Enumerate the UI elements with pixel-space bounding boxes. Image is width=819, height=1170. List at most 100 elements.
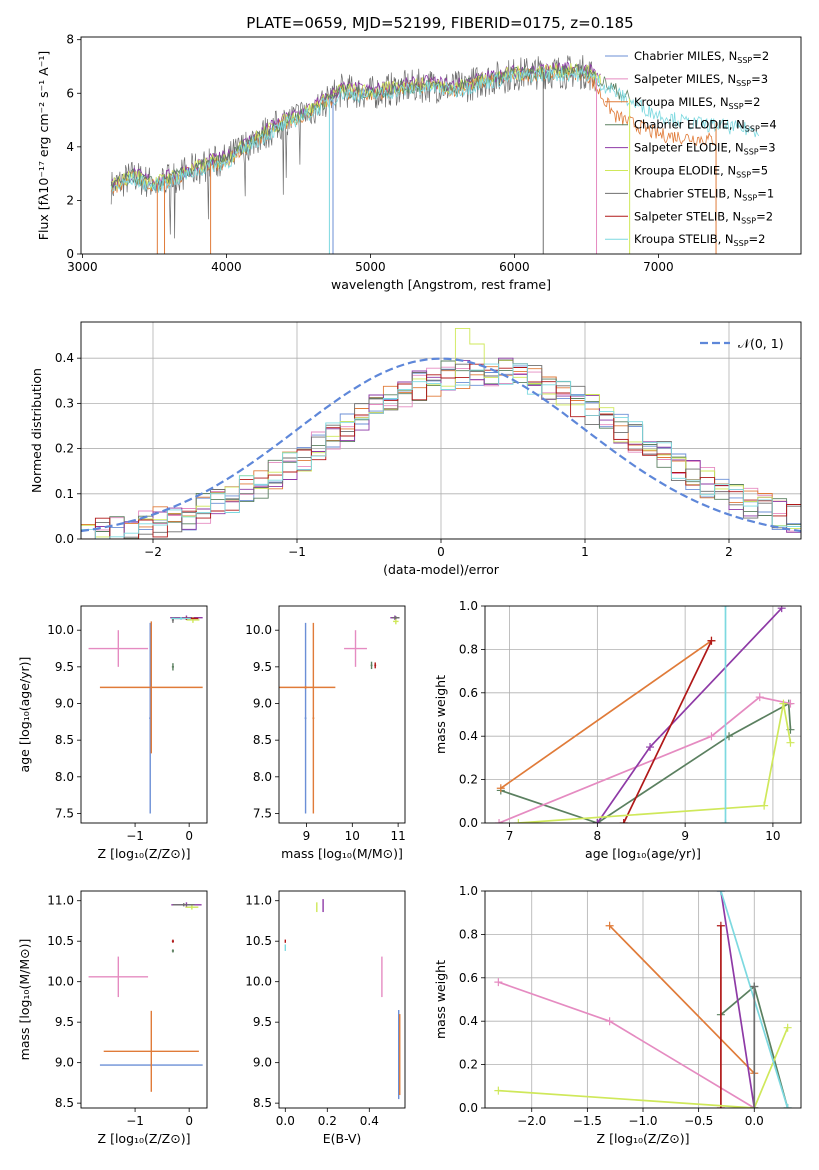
model-spectrum [110,67,760,193]
y-tick-label: 0.8 [459,642,478,656]
weight-marker [494,978,503,987]
weight-marker [779,699,788,708]
y-tick-label: 7.5 [253,806,272,820]
plot-area [284,899,401,1100]
axes-frame [484,605,802,824]
y-tick-label: 4 [66,140,74,154]
axes-mass_vs_Z: −1 0 8.5 9.0 9.5 10.0 10.5 11.0 Z [log₁₀(Z/Z⊙)] m… [17,890,208,1146]
legend-label: Salpeter MILES, NSSP=3 [634,72,768,88]
weight-marker [494,1086,503,1095]
axes-frame [278,890,406,1109]
weight-line [720,891,756,1108]
plot-area [81,322,801,539]
y-tick-label: 11.0 [47,894,74,908]
axes-age_vs_mass: 9 10 11 7.5 8.0 8.5 9.0 9.5 10.0 mass [log₁₀(M/M⊙… [245,605,406,861]
y-tick-label: 11.0 [245,894,272,908]
y-tick-label: 10.0 [47,975,74,989]
plot-area [88,902,203,1092]
x-tick-label: 9 [303,829,311,843]
weight-marker [593,819,602,823]
weight-marker [760,801,769,810]
x-axis-label: (data-model)/error [383,562,500,577]
y-tick-label: 10.0 [47,623,74,637]
weight-marker [721,606,730,610]
weight-marker [707,732,716,741]
y-tick-label: 9.5 [253,660,272,674]
weight-marker [783,1104,792,1108]
x-tick-label: 7 [506,829,514,843]
weight-line [518,703,792,823]
legend-value: =3 [759,141,776,155]
y-tick-label: 0.4 [459,1014,478,1028]
y-tick-label: 0.0 [55,532,74,546]
y-axis-label: mass [log₁₀(M/M⊙)] [17,939,32,1061]
x-axis-label: age [log₁₀(age/yr)] [585,846,701,861]
legend-label: Kroupa MILES, NSSP=2 [634,95,760,111]
y-tick-label: 0.4 [55,351,74,365]
legend-subscript: SSP [734,239,749,248]
legend-subscript: SSP [729,102,744,111]
axes-frame [484,890,802,1109]
legend-value: =2 [752,49,769,63]
legend-subscript: SSP [742,193,757,202]
weight-line [622,640,713,823]
weight-line [500,640,712,789]
y-tick-label: 0.3 [55,396,74,410]
model-spectrum [110,61,601,189]
normal-curve [81,357,801,533]
legend-label: Chabrier MILES, NSSP=2 [634,49,769,65]
legend-value: =4 [760,118,777,132]
y-tick-label: 9.0 [55,697,74,711]
y-tick-label: 0.2 [459,1058,478,1072]
x-tick-label: 1 [581,545,589,559]
weight-marker [755,693,764,702]
figure-title: PLATE=0659, MJD=52199, FIBERID=0175, z=0… [246,14,633,32]
legend-label: 𝒩(0, 1) [738,336,784,351]
x-axis-label: Z [log₁₀(Z/Z⊙)] [98,846,191,861]
legend-value: =1 [757,186,774,200]
model-spectrum [110,62,602,191]
y-tick-label: 0 [66,247,74,261]
x-tick-label: 7000 [643,260,674,274]
axes-frame [80,321,802,540]
x-tick-label: 10 [765,829,780,843]
y-axis-label: Flux [fλ10⁻¹⁷ erg cm⁻² s⁻¹ A⁻¹] [36,51,51,240]
weight-marker [783,1023,792,1032]
y-tick-label: 1.0 [459,884,478,898]
model-spectrum [110,64,630,191]
y-tick-label: 10.5 [47,934,74,948]
y-tick-label: 0.8 [459,927,478,941]
legend-subscript: SSP [744,148,759,157]
plot-area [279,615,400,814]
legend-value: =2 [756,209,773,223]
data-spectrum [110,55,596,239]
weight-line [608,925,755,1074]
x-axis-label: mass [log₁₀(M/M⊙)] [281,846,403,861]
y-tick-label: 10.5 [245,934,272,948]
weight-marker [646,743,655,752]
y-tick-label: 0.6 [459,686,478,700]
y-tick-label: 8.5 [55,733,74,747]
y-tick-label: 0.1 [55,487,74,501]
axes-age_vs_Z: −1 0 7.5 8.0 8.5 9.0 9.5 10.0 Z [log₁₀(Z/Z⊙)] age… [17,605,208,861]
x-tick-label: −1 [288,545,306,559]
axes-spectrum: 3000 4000 5000 6000 7000 0 2 4 6 8 wavelength [Ang… [36,33,802,292]
x-tick-label: 0 [185,829,193,843]
y-tick-label: 0.2 [459,773,478,787]
weight-marker [514,819,523,823]
x-tick-label: −2.0 [517,1114,546,1128]
y-tick-label: 1.0 [459,599,478,613]
axes-frame [80,890,208,1109]
y-tick-label: 9.0 [55,1056,74,1070]
legend-label: Chabrier ELODIE, NSSP=4 [634,118,777,134]
y-tick-label: 0.6 [459,971,478,985]
x-tick-label: 5000 [355,260,386,274]
y-tick-label: 7.5 [55,806,74,820]
axes-frame [80,605,208,824]
plot-area [485,891,801,1108]
legend-label: Salpeter STELIB, NSSP=2 [634,209,773,225]
legend-subscript: SSP [737,56,752,65]
weight-marker [750,1104,759,1108]
weight-marker [619,819,628,823]
x-tick-label: 0 [437,545,445,559]
